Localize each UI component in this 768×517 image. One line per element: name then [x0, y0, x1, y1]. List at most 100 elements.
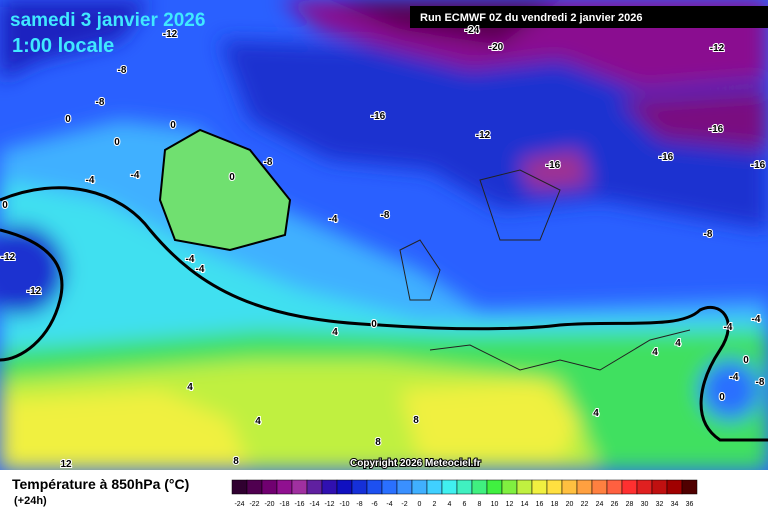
scale-swatch	[546, 479, 563, 495]
scale-label: -20	[264, 501, 274, 508]
contour-label: -4	[724, 322, 733, 333]
contour-label: -12	[1, 252, 16, 263]
contour-label: -12	[710, 43, 725, 54]
time-title: 1:00 locale	[12, 35, 114, 57]
scale-label: 36	[686, 501, 694, 508]
scale-label: 30	[641, 501, 649, 508]
scale-swatch	[456, 479, 473, 495]
scale-swatch	[606, 479, 623, 495]
scale-label: 34	[671, 501, 679, 508]
contour-label: -16	[751, 160, 766, 171]
scale-swatch	[396, 479, 413, 495]
contour-label: 0	[229, 172, 235, 183]
scale-label: -6	[371, 501, 377, 508]
scale-swatch	[441, 479, 458, 495]
contour-label: 8	[413, 415, 419, 426]
contour-label: -12	[27, 286, 42, 297]
scale-label: -24	[234, 501, 244, 508]
contour-label: 8	[375, 437, 381, 448]
scale-label: 10	[491, 501, 499, 508]
scale-label: 0	[418, 501, 422, 508]
contour-label: -4	[186, 254, 195, 265]
scale-label: 22	[581, 501, 589, 508]
scale-label: -8	[356, 501, 362, 508]
contour-label: 4	[332, 327, 338, 338]
scale-label: -12	[324, 501, 334, 508]
contour-label: -4	[86, 175, 95, 186]
scale-swatch	[336, 479, 353, 495]
scale-swatch	[486, 479, 503, 495]
scale-swatch	[411, 479, 428, 495]
scale-label: 8	[478, 501, 482, 508]
date-title: samedi 3 janvier 2026	[10, 10, 205, 31]
scale-label: 28	[626, 501, 634, 508]
scale-label: -18	[279, 501, 289, 508]
scale-label: -14	[309, 501, 319, 508]
scale-swatch	[651, 479, 668, 495]
contour-label: -24	[465, 25, 480, 36]
legend-title: Température à 850hPa (°C)	[12, 476, 189, 492]
contour-label: -4	[730, 372, 739, 383]
scale-label: -4	[386, 501, 392, 508]
contour-label: -8	[264, 157, 273, 168]
scale-swatch	[501, 479, 518, 495]
contour-label: -8	[118, 65, 127, 76]
contour-label: 12	[60, 459, 72, 470]
contour-label: -8	[704, 229, 713, 240]
contour-label: -4	[131, 170, 140, 181]
scale-label: 24	[596, 501, 604, 508]
contour-label: 4	[675, 338, 681, 349]
contour-label: 4	[255, 416, 261, 427]
scale-swatch	[591, 479, 608, 495]
scale-label: 20	[566, 501, 574, 508]
scale-label: 2	[433, 501, 437, 508]
scale-swatch	[666, 479, 683, 495]
contour-label: -8	[381, 210, 390, 221]
scale-swatch	[531, 479, 548, 495]
scale-swatch	[261, 479, 278, 495]
contour-label: -16	[371, 111, 386, 122]
scale-swatch	[516, 479, 533, 495]
contour-label: -12	[163, 29, 178, 40]
contour-label: -4	[752, 314, 761, 325]
scale-label: -16	[294, 501, 304, 508]
scale-label: -22	[249, 501, 259, 508]
scale-label: 16	[536, 501, 544, 508]
scale-swatch	[291, 479, 308, 495]
scale-swatch	[366, 479, 383, 495]
scale-swatch	[231, 479, 248, 495]
contour-label: -16	[546, 160, 561, 171]
contour-label: 4	[593, 408, 599, 419]
contour-label: 4	[187, 382, 193, 393]
contour-label: -16	[709, 124, 724, 135]
run-info: Run ECMWF 0Z du vendredi 2 janvier 2026	[420, 12, 643, 24]
contour-label: 8	[233, 456, 239, 467]
scale-label: -10	[339, 501, 349, 508]
scale-label: 26	[611, 501, 619, 508]
scale-label: 6	[463, 501, 467, 508]
scale-label: 32	[656, 501, 664, 508]
contour-label: -20	[489, 42, 504, 53]
contour-label: -4	[196, 264, 205, 275]
scale-swatch	[381, 479, 398, 495]
contour-label: 0	[114, 137, 120, 148]
scale-swatch	[576, 479, 593, 495]
scale-label: -2	[401, 501, 407, 508]
scale-swatch	[351, 479, 368, 495]
contour-label: 0	[371, 319, 377, 330]
contour-label: 0	[65, 114, 71, 125]
contour-label: 0	[719, 392, 725, 403]
scale-swatch	[321, 479, 338, 495]
contour-label: 0	[2, 200, 8, 211]
scale-swatch	[246, 479, 263, 495]
contour-label: 4	[652, 347, 658, 358]
contour-label: -8	[756, 377, 765, 388]
contour-label: -8	[96, 97, 105, 108]
scale-swatch	[426, 479, 443, 495]
scale-swatch	[636, 479, 653, 495]
scale-label: 12	[506, 501, 514, 508]
scale-swatch	[681, 479, 698, 495]
